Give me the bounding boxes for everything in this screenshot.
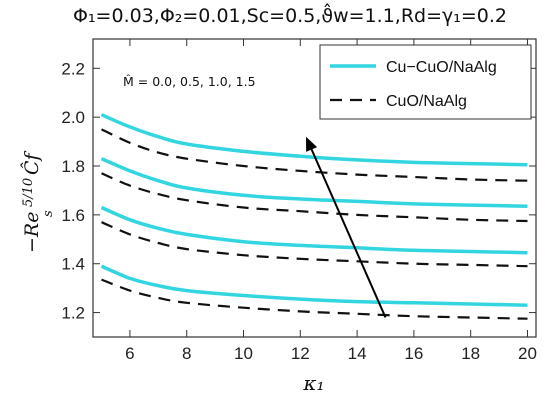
series-1-curve-2	[101, 221, 528, 268]
series-0-curve-1	[100, 157, 528, 209]
axis-ticks: 6 8 10 12 14 16 18 20 1.2 1.4 1.6 1.8 2.0 2.2	[61, 39, 537, 363]
x-tick-label: 12	[291, 344, 310, 363]
series-1-curve-1	[101, 172, 528, 223]
legend-label-cu-cuo: Cu−CuO/NaAlg	[386, 59, 497, 76]
y-tick-label: 1.2	[61, 304, 85, 323]
x-tick-label: 8	[182, 344, 191, 363]
arrow-head	[305, 136, 318, 152]
x-tick-label: 14	[348, 344, 367, 363]
x-tick-label: 20	[518, 344, 537, 363]
y-tick-label: 2.2	[61, 59, 85, 78]
series-1-curve-3	[101, 278, 528, 320]
chart-title: Φ₁=0.03,Φ₂=0.01,Sc=0.5,ϑ̂w=1.1,Rd=γ₁=0.2	[73, 3, 507, 27]
y-axis-label-main: −Re	[21, 212, 43, 253]
x-tick-label: 6	[125, 344, 134, 363]
y-tick-label: 1.8	[61, 157, 85, 176]
trend-arrow	[305, 136, 387, 318]
series-0-curve-3	[100, 264, 528, 307]
y-axis-label-subscript: s	[41, 210, 56, 217]
series-0-curve-0	[100, 113, 528, 167]
y-axis-label: −Re s 5/10 Ĉf	[20, 150, 56, 253]
arrow-shaft	[310, 149, 387, 318]
legend-label-cuo: CuO/NaAlg	[386, 93, 467, 110]
legend: Cu−CuO/NaAlg CuO/NaAlg	[319, 44, 532, 120]
x-tick-label: 18	[461, 344, 480, 363]
legend-box	[319, 44, 532, 120]
y-tick-label: 1.6	[61, 206, 85, 225]
x-tick-label: 10	[234, 344, 253, 363]
y-axis-label-cf: Ĉf	[20, 150, 43, 175]
series-curves	[100, 113, 528, 320]
series-1-curve-0	[101, 128, 528, 182]
parameter-annotation: M̂ = 0.0, 0.5, 1.0, 1.5	[123, 74, 256, 89]
x-tick-label: 16	[404, 344, 423, 363]
x-axis-label: κ₁	[302, 371, 324, 395]
y-tick-label: 1.4	[61, 255, 85, 274]
series-0-curve-2	[100, 205, 528, 255]
plot-frame	[92, 38, 537, 338]
y-tick-label: 2.0	[61, 108, 85, 127]
y-axis-label-superscript: 5/10	[21, 178, 36, 207]
